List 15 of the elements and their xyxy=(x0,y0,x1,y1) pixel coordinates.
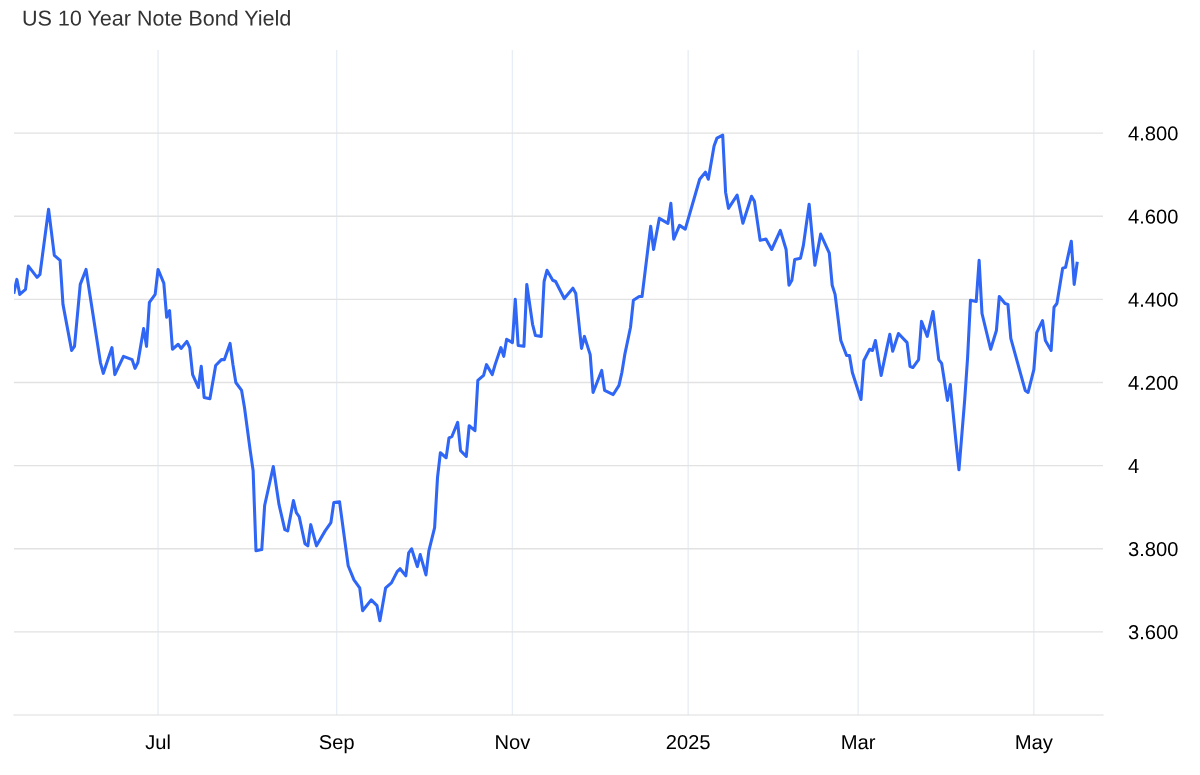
x-tick-label: Nov xyxy=(496,735,531,750)
chart-title: US 10 Year Note Bond Yield xyxy=(23,9,290,26)
y-tick-label: 4.800 xyxy=(1128,126,1178,141)
y-tick-label: 4.400 xyxy=(1128,292,1178,307)
x-tick-label: Mar xyxy=(842,735,876,750)
x-tick-label: Sep xyxy=(319,734,354,754)
y-tick-label: 3.600 xyxy=(1128,625,1178,640)
line-series xyxy=(14,133,1079,623)
y-tick-label: 3.800 xyxy=(1128,541,1178,557)
x-tick-label: May xyxy=(1016,735,1053,754)
y-tick-label: 4 xyxy=(1128,459,1139,473)
y-tick-label: 4.600 xyxy=(1128,209,1178,224)
x-tick-label: 2025 xyxy=(666,734,710,750)
y-tick-label: 4.200 xyxy=(1128,375,1178,390)
x-tick-label: Jul xyxy=(145,734,170,750)
